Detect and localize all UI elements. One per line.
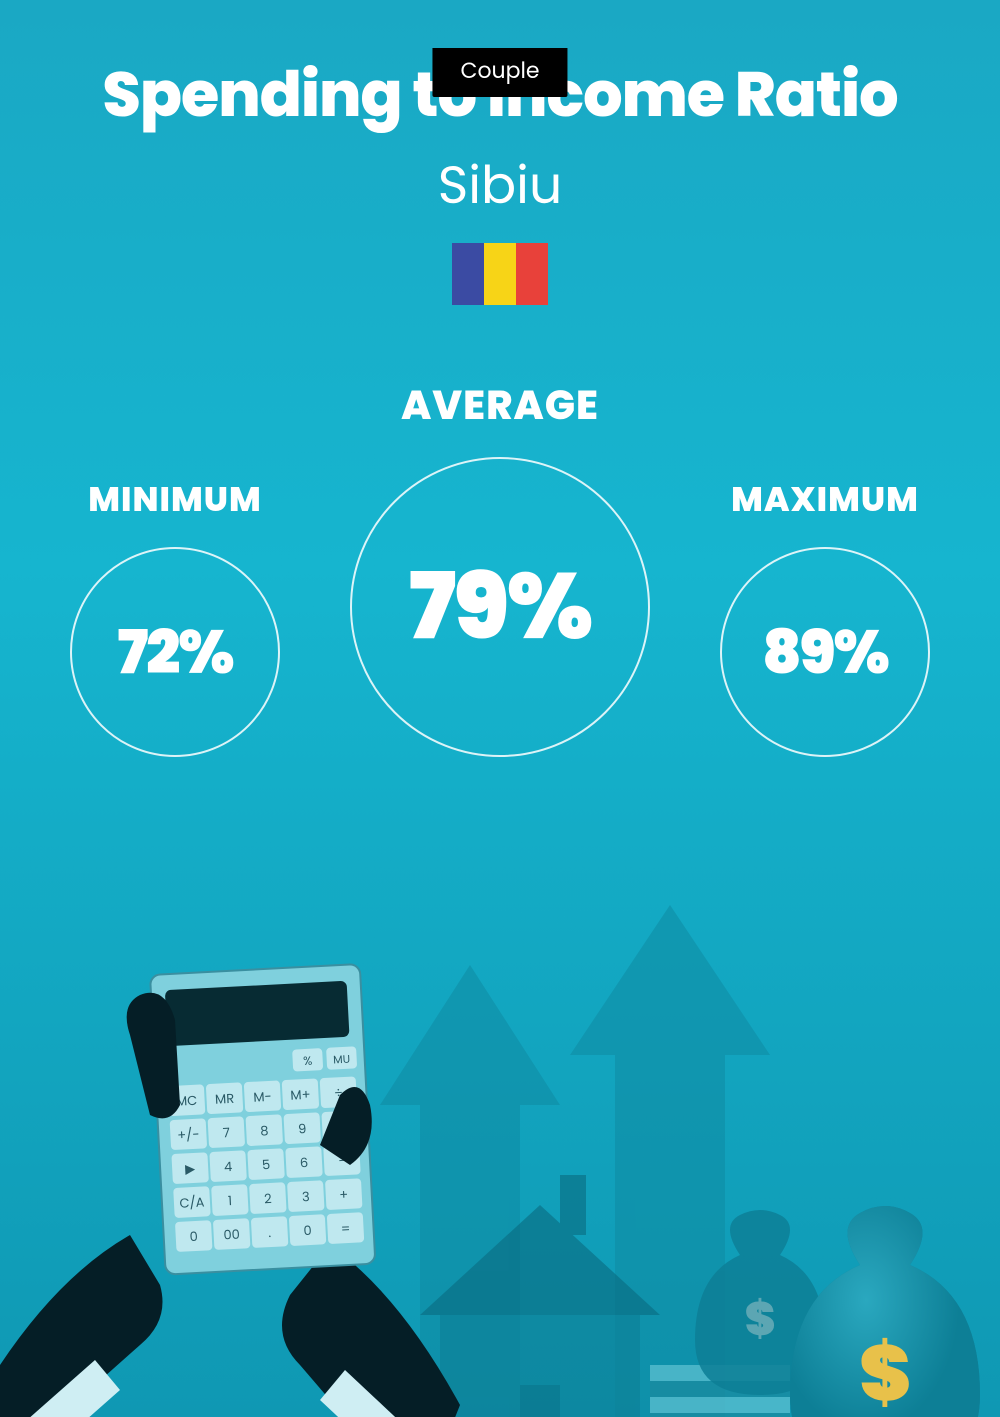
money-bag-big-icon: $	[790, 1206, 980, 1417]
flag-stripe-1	[452, 243, 484, 305]
badge-text: Couple	[460, 55, 539, 86]
svg-text:5: 5	[262, 1155, 271, 1174]
svg-text:+/-: +/-	[177, 1125, 200, 1145]
svg-text:3: 3	[301, 1187, 310, 1206]
city-name: Sibiu	[0, 147, 1000, 225]
svg-text:0: 0	[189, 1227, 198, 1246]
svg-text:4: 4	[224, 1157, 233, 1176]
svg-text:7: 7	[222, 1123, 230, 1142]
stat-average-circle: 79%	[350, 457, 650, 757]
stat-maximum-circle: 89%	[720, 547, 930, 757]
category-badge: Couple	[432, 48, 567, 97]
hands-calculator-icon: % MU MCMRM-M+÷+/-789×▶456−C/A123+000.0=	[0, 964, 460, 1417]
svg-text:6: 6	[299, 1153, 308, 1172]
svg-text:MU: MU	[333, 1051, 351, 1068]
stat-average-label: AVERAGE	[401, 375, 599, 435]
svg-text:C/A: C/A	[179, 1192, 205, 1212]
stat-maximum: MAXIMUM 89%	[720, 474, 930, 757]
svg-text:M+: M+	[290, 1085, 311, 1105]
illustration-svg: $ $	[0, 845, 1000, 1417]
stat-maximum-value: 89%	[762, 607, 888, 697]
svg-text:+: +	[339, 1185, 349, 1204]
stat-average: AVERAGE 79%	[350, 375, 650, 757]
calc-keys: MCMRM-M+÷+/-789×▶456−C/A123+000.0=	[168, 1076, 364, 1252]
svg-text:$: $	[859, 1319, 911, 1417]
flag-icon	[452, 243, 548, 305]
svg-text:00: 00	[223, 1225, 240, 1245]
svg-text:$: $	[745, 1288, 776, 1352]
stat-minimum: MINIMUM 72%	[70, 474, 280, 757]
svg-text:0: 0	[303, 1221, 312, 1240]
stat-average-value: 79%	[409, 538, 591, 676]
flag-stripe-3	[516, 243, 548, 305]
illustration: $ $	[0, 845, 1000, 1417]
stat-minimum-value: 72%	[118, 607, 233, 697]
stats-row: MINIMUM 72% AVERAGE 79% MAXIMUM 89%	[0, 375, 1000, 757]
svg-text:=: =	[340, 1219, 350, 1238]
svg-text:8: 8	[260, 1121, 269, 1140]
stat-minimum-circle: 72%	[70, 547, 280, 757]
svg-text:%: %	[303, 1053, 313, 1070]
stat-maximum-label: MAXIMUM	[731, 474, 919, 525]
svg-text:MR: MR	[215, 1089, 235, 1109]
svg-text:9: 9	[298, 1119, 307, 1138]
svg-text:M-: M-	[253, 1087, 272, 1107]
flag-stripe-2	[484, 243, 516, 305]
svg-text:2: 2	[264, 1189, 272, 1208]
svg-text:▶: ▶	[185, 1159, 196, 1178]
stat-minimum-label: MINIMUM	[88, 474, 262, 525]
